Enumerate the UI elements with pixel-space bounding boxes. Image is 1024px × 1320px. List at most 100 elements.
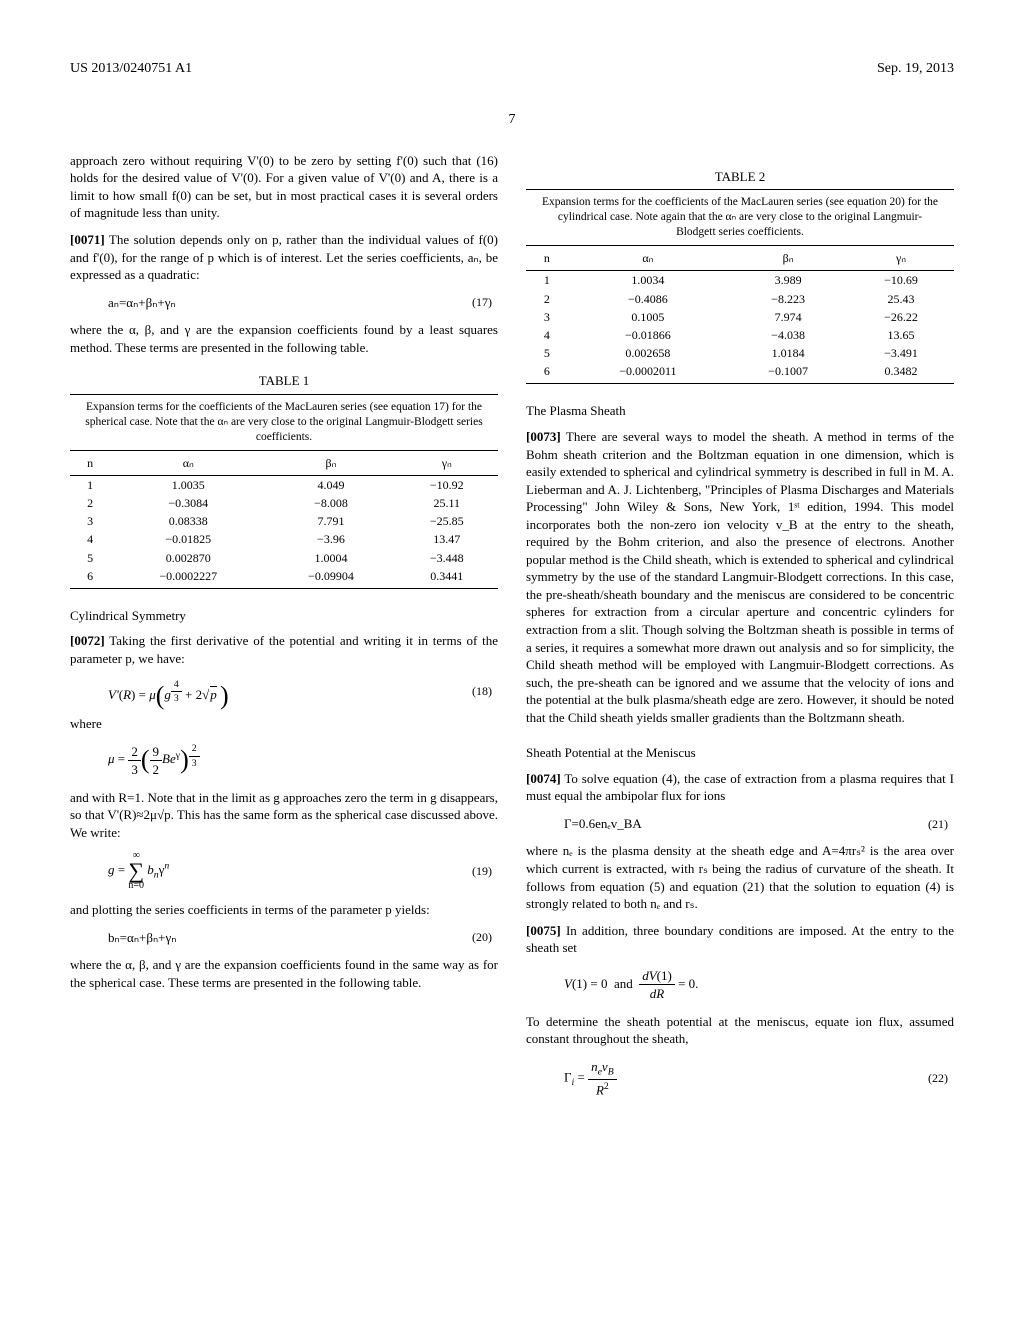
table-row: 4−0.01866−4.03813.65 xyxy=(526,326,954,344)
cell: 3.989 xyxy=(728,271,848,290)
cell: 3 xyxy=(526,308,568,326)
cell: −4.038 xyxy=(728,326,848,344)
cell: −0.3084 xyxy=(110,494,266,512)
cell: 2 xyxy=(526,290,568,308)
table-2: Expansion terms for the coefficients of … xyxy=(526,189,954,384)
para-text: The solution depends only on p, rather t… xyxy=(70,232,498,282)
table-row: 30.10057.974−26.22 xyxy=(526,308,954,326)
cell: −25.85 xyxy=(396,512,498,530)
paragraph: and with R=1. Note that in the limit as … xyxy=(70,789,498,842)
col-header: n xyxy=(526,246,568,271)
eq-body: μ = 23(92Beγ)23 xyxy=(108,742,492,778)
cell: 0.002658 xyxy=(568,344,728,362)
data-table: nαₙβₙγₙ 11.00343.989−10.692−0.4086−8.223… xyxy=(526,246,954,383)
paragraph: [0073] There are several ways to model t… xyxy=(526,428,954,726)
cell: 13.65 xyxy=(848,326,954,344)
equation-19: g = ∞∑n=0 bnγn (19) xyxy=(108,851,498,891)
equation-20: bₙ=αₙ+βₙ+γₙ (20) xyxy=(108,929,498,947)
page-number: 7 xyxy=(70,111,954,130)
table-row: 50.0026581.0184−3.491 xyxy=(526,344,954,362)
subsection-heading: Sheath Potential at the Meniscus xyxy=(526,744,954,762)
paragraph: where the α, β, and γ are the expansion … xyxy=(70,956,498,991)
para-text: To solve equation (4), the case of extra… xyxy=(526,771,954,804)
cell: 2 xyxy=(70,494,110,512)
cell: 3 xyxy=(70,512,110,530)
table-1-caption: Expansion terms for the coefficients of … xyxy=(70,394,498,451)
data-table: nαₙβₙγₙ 11.00354.049−10.922−0.3084−8.008… xyxy=(70,451,498,588)
col-header: βₙ xyxy=(266,451,395,476)
cell: −0.1007 xyxy=(728,362,848,383)
right-column: TABLE 2 Expansion terms for the coeffici… xyxy=(526,152,954,1109)
cell: 4.049 xyxy=(266,475,395,494)
cell: 25.43 xyxy=(848,290,954,308)
cell: 0.3482 xyxy=(848,362,954,383)
paragraph: where nₑ is the plasma density at the sh… xyxy=(526,842,954,912)
table-row: 6−0.0002227−0.099040.3441 xyxy=(70,567,498,588)
paragraph: where xyxy=(70,715,498,733)
paragraph: [0071] The solution depends only on p, r… xyxy=(70,231,498,284)
cell: −3.491 xyxy=(848,344,954,362)
paragraph: [0072] Taking the first derivative of th… xyxy=(70,632,498,667)
cell: 5 xyxy=(70,549,110,567)
eq-body: g = ∞∑n=0 bnγn xyxy=(108,851,472,891)
col-header: n xyxy=(70,451,110,476)
doc-date: Sep. 19, 2013 xyxy=(877,60,954,79)
eq-number: (18) xyxy=(472,683,498,699)
cell: −8.008 xyxy=(266,494,395,512)
paragraph: where the α, β, and γ are the expansion … xyxy=(70,321,498,356)
para-text: There are several ways to model the shea… xyxy=(526,429,954,725)
cell: 1 xyxy=(70,475,110,494)
col-header: αₙ xyxy=(110,451,266,476)
eq-body: bₙ=αₙ+βₙ+γₙ xyxy=(108,929,472,947)
equation-17: aₙ=αₙ+βₙ+γₙ (17) xyxy=(108,294,498,312)
cell: 1.0184 xyxy=(728,344,848,362)
cell: 7.974 xyxy=(728,308,848,326)
cell: −10.69 xyxy=(848,271,954,290)
cell: 0.3441 xyxy=(396,567,498,588)
eq-body: Γ=0.6enₑv_BA xyxy=(564,815,928,833)
table-1: Expansion terms for the coefficients of … xyxy=(70,394,498,589)
cell: −26.22 xyxy=(848,308,954,326)
eq-number: (19) xyxy=(472,863,498,879)
table-row: 11.00343.989−10.69 xyxy=(526,271,954,290)
col-header: αₙ xyxy=(568,246,728,271)
eq-number: (20) xyxy=(472,929,498,945)
subsection-heading: Cylindrical Symmetry xyxy=(70,607,498,625)
doc-id: US 2013/0240751 A1 xyxy=(70,60,192,79)
cell: 4 xyxy=(526,326,568,344)
equation-21: Γ=0.6enₑv_BA (21) xyxy=(564,815,954,833)
cell: 6 xyxy=(526,362,568,383)
cell: 13.47 xyxy=(396,530,498,548)
eq-body: Γi = nevBR2 xyxy=(564,1058,928,1099)
cell: −0.09904 xyxy=(266,567,395,588)
cell: −0.0002011 xyxy=(568,362,728,383)
table-2-caption: Expansion terms for the coefficients of … xyxy=(526,189,954,246)
para-number: [0075] xyxy=(526,923,561,938)
para-number: [0071] xyxy=(70,232,105,247)
eq-body: V'(R) = μ(g43 + 2√p ) xyxy=(108,678,472,705)
cell: −0.01866 xyxy=(568,326,728,344)
table-row: 2−0.3084−8.00825.11 xyxy=(70,494,498,512)
eq-number: (17) xyxy=(472,294,498,310)
para-number: [0072] xyxy=(70,633,105,648)
equation-bc: V(1) = 0 and dV(1)dR = 0. xyxy=(564,967,954,1003)
cell: −0.01825 xyxy=(110,530,266,548)
para-number: [0073] xyxy=(526,429,561,444)
col-header: βₙ xyxy=(728,246,848,271)
subsection-heading: The Plasma Sheath xyxy=(526,402,954,420)
paragraph: To determine the sheath potential at the… xyxy=(526,1013,954,1048)
page-header: US 2013/0240751 A1 Sep. 19, 2013 xyxy=(70,60,954,79)
cell: 0.1005 xyxy=(568,308,728,326)
paragraph: [0075] In addition, three boundary condi… xyxy=(526,922,954,957)
table-row: 6−0.0002011−0.10070.3482 xyxy=(526,362,954,383)
equation-mu: μ = 23(92Beγ)23 xyxy=(108,742,498,778)
cell: 1.0035 xyxy=(110,475,266,494)
cell: 7.791 xyxy=(266,512,395,530)
equation-22: Γi = nevBR2 (22) xyxy=(564,1058,954,1099)
cell: −0.0002227 xyxy=(110,567,266,588)
cell: −3.96 xyxy=(266,530,395,548)
cell: 5 xyxy=(526,344,568,362)
eq-body: V(1) = 0 and dV(1)dR = 0. xyxy=(564,967,954,1003)
table-row: 50.0028701.0004−3.448 xyxy=(70,549,498,567)
cell: 25.11 xyxy=(396,494,498,512)
